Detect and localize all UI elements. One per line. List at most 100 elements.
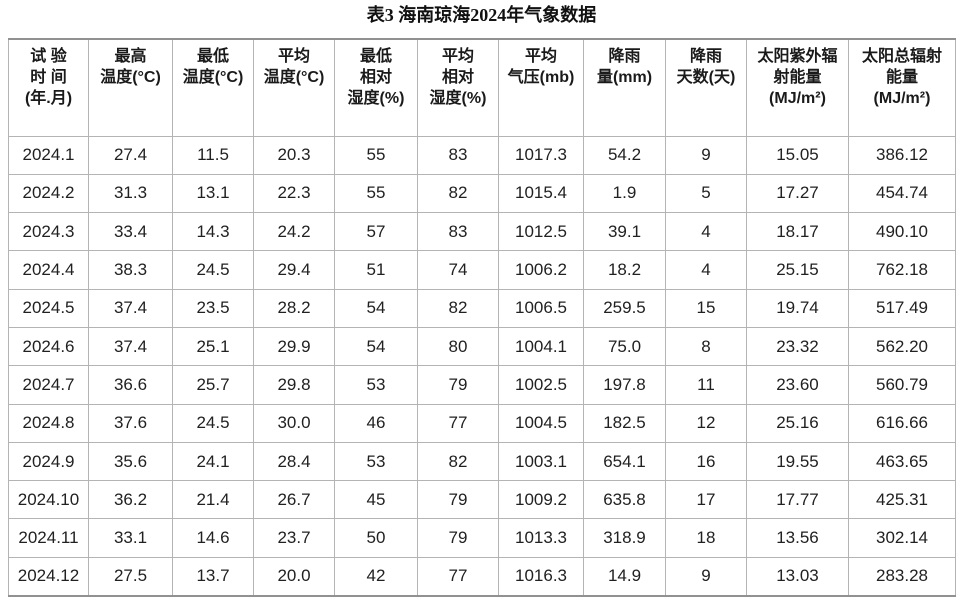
table-cell: 1006.2 (498, 250, 584, 290)
table-cell: 17 (665, 480, 747, 520)
table-cell: 29.4 (253, 250, 335, 290)
header-line: (MJ/m²) (873, 90, 931, 107)
table-cell: 51 (334, 250, 418, 290)
table-cell: 2024.12 (8, 556, 89, 597)
table-cell: 762.18 (848, 250, 956, 290)
table-cell: 14.6 (172, 518, 254, 558)
table-cell: 54 (334, 288, 418, 328)
table-cell: 23.5 (172, 288, 254, 328)
table-cell: 55 (334, 173, 418, 214)
table-cell: 1.9 (583, 173, 666, 214)
table-cell: 79 (417, 365, 499, 405)
table-cell: 20.0 (253, 556, 335, 597)
table-row: 2024.8 37.6 24.5 30.0 46 77 1004.5 182.5… (8, 403, 956, 443)
table-cell: 21.4 (172, 480, 254, 520)
table-cell: 8 (665, 326, 747, 367)
header-line: 温度(°C) (263, 69, 325, 86)
table-cell: 11.5 (172, 135, 254, 175)
table-cell: 302.14 (848, 518, 956, 558)
table-cell: 283.28 (848, 556, 956, 597)
header-line: 最高 (114, 48, 147, 65)
table-cell: 53 (334, 441, 418, 482)
table-row: 2024.4 38.3 24.5 29.4 51 74 1006.2 18.2 … (8, 250, 956, 290)
table-cell: 13.1 (172, 173, 254, 214)
table-cell: 1017.3 (498, 135, 584, 175)
column-header-avg-pressure: 平均 气压(mb) (498, 38, 584, 137)
column-header-rainfall: 降雨 量(mm) (583, 38, 666, 137)
table-cell: 54 (334, 326, 418, 367)
table-cell: 11 (665, 365, 747, 405)
table-cell: 18 (665, 518, 747, 558)
table-row: 2024.1 27.4 11.5 20.3 55 83 1017.3 54.2 … (8, 135, 956, 175)
table-cell: 75.0 (583, 326, 666, 367)
table-cell: 23.32 (746, 326, 849, 367)
table-row: 2024.5 37.4 23.5 28.2 54 82 1006.5 259.5… (8, 288, 956, 328)
table-cell: 14.9 (583, 556, 666, 597)
header-line: (年.月) (24, 90, 73, 107)
table-title: 表3 海南琼海2024年气象数据 (366, 5, 597, 25)
table-cell: 20.3 (253, 135, 335, 175)
table-cell: 23.7 (253, 518, 335, 558)
header-line: 射能量 (773, 69, 822, 86)
table-cell: 13.56 (746, 518, 849, 558)
table-cell: 1004.1 (498, 326, 584, 367)
header-line: 能量 (885, 69, 918, 86)
table-cell: 15.05 (746, 135, 849, 175)
column-header-min-rh: 最低 相对 湿度(%) (334, 38, 418, 137)
table-row: 2024.10 36.2 21.4 26.7 45 79 1009.2 635.… (8, 480, 956, 520)
table-cell: 29.8 (253, 365, 335, 405)
header-line: 天数(天) (676, 69, 736, 86)
column-header-uv-radiation: 太阳紫外辐 射能量 (MJ/m²) (746, 38, 849, 137)
table-cell: 83 (417, 135, 499, 175)
weather-data-table: 试 验 时 间 (年.月) 最高 温度(°C) 最低 温度(°C) 平均 温度(… (8, 38, 956, 597)
table-cell: 45 (334, 480, 418, 520)
table-cell: 19.55 (746, 441, 849, 482)
table-cell: 18.17 (746, 212, 849, 252)
table-row: 2024.2 31.3 13.1 22.3 55 82 1015.4 1.9 5… (8, 173, 956, 214)
table-cell: 25.15 (746, 250, 849, 290)
header-line: 最低 (196, 48, 229, 65)
header-line: 量(mm) (596, 69, 653, 86)
table-cell: 9 (665, 135, 747, 175)
table-cell: 1009.2 (498, 480, 584, 520)
column-header-total-radiation: 太阳总辐射 能量 (MJ/m²) (848, 38, 956, 137)
table-cell: 46 (334, 403, 418, 443)
table-cell: 25.1 (172, 326, 254, 367)
table-cell: 24.5 (172, 250, 254, 290)
table-cell: 425.31 (848, 480, 956, 520)
table-cell: 36.2 (88, 480, 173, 520)
table-cell: 38.3 (88, 250, 173, 290)
table-cell: 12 (665, 403, 747, 443)
table-cell: 25.7 (172, 365, 254, 405)
column-header-test-time: 试 验 时 间 (年.月) (8, 38, 89, 137)
header-line: 降雨 (689, 48, 722, 65)
header-line: 湿度(%) (347, 90, 405, 107)
header-row: 试 验 时 间 (年.月) 最高 温度(°C) 最低 温度(°C) 平均 温度(… (8, 38, 956, 137)
table-cell: 517.49 (848, 288, 956, 328)
table-cell: 4 (665, 212, 747, 252)
table-cell: 24.2 (253, 212, 335, 252)
table-cell: 2024.10 (8, 480, 89, 520)
table-cell: 2024.8 (8, 403, 89, 443)
table-cell: 37.6 (88, 403, 173, 443)
table-cell: 17.77 (746, 480, 849, 520)
table-cell: 33.1 (88, 518, 173, 558)
header-line: 相对 (359, 69, 392, 86)
table-cell: 74 (417, 250, 499, 290)
header-line: 平均 (277, 48, 310, 65)
table-cell: 562.20 (848, 326, 956, 367)
table-cell: 50 (334, 518, 418, 558)
table-cell: 2024.1 (8, 135, 89, 175)
table-cell: 77 (417, 403, 499, 443)
table-cell: 463.65 (848, 441, 956, 482)
table-cell: 654.1 (583, 441, 666, 482)
table-cell: 2024.4 (8, 250, 89, 290)
table-cell: 18.2 (583, 250, 666, 290)
table-cell: 2024.2 (8, 173, 89, 214)
table-cell: 39.1 (583, 212, 666, 252)
table-cell: 197.8 (583, 365, 666, 405)
table-cell: 83 (417, 212, 499, 252)
header-line: (MJ/m²) (769, 90, 826, 107)
table-cell: 54.2 (583, 135, 666, 175)
table-cell: 2024.3 (8, 212, 89, 252)
